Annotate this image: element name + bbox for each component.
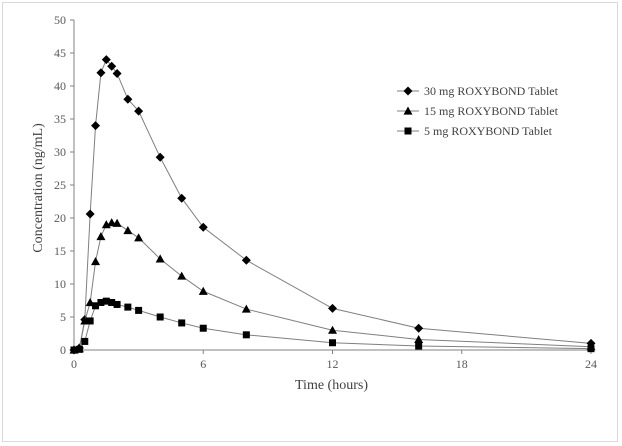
data-point-diamond: [91, 121, 101, 131]
data-point-square: [97, 298, 105, 306]
y-tick-label: 50: [54, 13, 66, 27]
legend: 30 mg ROXYBOND Tablet 15 mg ROXYBOND Tabl…: [397, 84, 559, 138]
x-tick-label: 0: [71, 357, 77, 371]
data-point-square: [242, 331, 250, 339]
series-square: [70, 297, 595, 354]
data-point-square: [108, 298, 116, 306]
data-point-square: [92, 302, 100, 310]
axes: 0 5 10 15 20 25 30 35 40 45 50 0 6 12 18 24: [54, 13, 597, 371]
data-point-triangle: [414, 334, 424, 344]
data-point-diamond: [134, 106, 144, 116]
data-point-triangle: [123, 226, 133, 235]
data-point-triangle: [112, 218, 122, 227]
data-point-diamond: [177, 193, 187, 203]
y-tick-label: 0: [60, 343, 66, 357]
data-point-square: [329, 339, 336, 347]
data-point-triangle: [241, 304, 251, 313]
series-line: [73, 58, 592, 351]
data-point-triangle: [107, 218, 117, 227]
data-point-square: [178, 319, 186, 327]
data-point-square: [113, 300, 121, 308]
y-tick-label: 15: [54, 244, 66, 258]
data-point-diamond: [96, 68, 106, 78]
x-tick-label: 24: [585, 357, 597, 371]
data-point-square: [70, 346, 78, 354]
data-point-triangle: [177, 271, 187, 280]
legend-entry: 5 mg ROXYBOND Tablet: [397, 124, 553, 138]
y-tick-label: 5: [60, 310, 66, 324]
series-diamond: [69, 55, 596, 355]
data-point-diamond: [155, 152, 165, 162]
data-point-diamond: [101, 55, 111, 65]
legend-marker-diamond: [403, 86, 413, 96]
data-point-triangle: [198, 286, 208, 295]
y-tick-label: 40: [54, 79, 66, 93]
y-tick-label: 25: [54, 178, 66, 192]
data-point-diamond: [85, 209, 95, 219]
data-point-square: [199, 324, 207, 332]
data-point-square: [81, 337, 89, 345]
data-point-triangle: [155, 254, 165, 263]
legend-label: 30 mg ROXYBOND Tablet: [424, 84, 559, 98]
data-point-diamond: [414, 323, 424, 333]
data-point-diamond: [123, 94, 133, 104]
y-tick-label: 35: [54, 112, 66, 126]
y-tick-label: 45: [54, 46, 66, 60]
x-tick-label: 12: [327, 357, 339, 371]
legend-entry: 30 mg ROXYBOND Tablet: [397, 84, 559, 98]
data-point-diamond: [241, 255, 251, 265]
data-point-diamond: [112, 68, 122, 78]
y-axis-title: Concentration (ng/mL): [31, 123, 46, 253]
data-point-square: [587, 345, 595, 353]
legend-entry: 15 mg ROXYBOND Tablet: [397, 104, 559, 118]
data-point-square: [102, 297, 110, 305]
data-point-square: [86, 317, 94, 325]
data-point-diamond: [198, 222, 208, 232]
data-point-square: [156, 313, 164, 321]
chart-frame: [2, 2, 618, 442]
data-point-triangle: [96, 231, 106, 241]
legend-marker-square: [404, 127, 412, 135]
x-tick-label: 6: [200, 357, 206, 371]
y-tick-label: 10: [54, 277, 66, 291]
x-axis-title: Time (hours): [295, 378, 368, 393]
data-point-square: [75, 345, 83, 353]
y-tick-label: 30: [54, 145, 66, 159]
y-tick-label: 20: [54, 211, 66, 225]
legend-label: 15 mg ROXYBOND Tablet: [424, 104, 559, 118]
data-point-diamond: [328, 303, 337, 313]
data-point-triangle: [91, 257, 101, 266]
x-tick-label: 18: [456, 357, 468, 371]
data-point-square: [124, 303, 132, 311]
legend-marker-triangle: [403, 106, 413, 115]
data-point-triangle: [328, 325, 337, 334]
series-layer: [69, 55, 596, 355]
data-point-triangle: [134, 233, 144, 242]
series-triangle: [69, 218, 596, 354]
data-point-square: [135, 306, 143, 314]
data-point-square: [415, 342, 423, 350]
data-point-diamond: [107, 61, 117, 71]
legend-label: 5 mg ROXYBOND Tablet: [424, 124, 553, 138]
